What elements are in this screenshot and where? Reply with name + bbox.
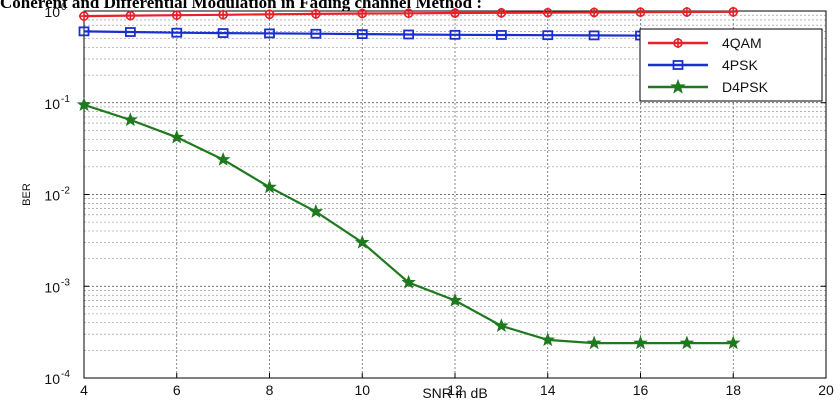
- legend-item-4qam: 4QAM: [648, 35, 762, 51]
- y-tick-label: 10: [44, 96, 60, 112]
- y-tick-exponent: 0: [61, 2, 67, 13]
- marker-4psk: [588, 30, 600, 41]
- x-tick-label: 18: [725, 382, 741, 398]
- marker-d4psk: [76, 97, 92, 111]
- marker-4qam-cross: [403, 8, 414, 19]
- marker-4psk: [403, 29, 415, 40]
- y-tick-exponent: -4: [61, 369, 70, 380]
- marker-d4psk: [725, 335, 741, 350]
- x-tick-label: 16: [633, 382, 649, 398]
- x-tick-label: 14: [540, 382, 556, 398]
- marker-d4psk: [262, 179, 277, 194]
- y-axis-label: BER: [21, 183, 33, 206]
- marker-4psk: [171, 27, 183, 38]
- marker-d4psk: [540, 332, 556, 347]
- y-tick-label: 10: [44, 279, 60, 295]
- marker-d4psk: [679, 335, 695, 350]
- legend-item-d4psk: D4PSK: [648, 78, 769, 95]
- series-layer: [76, 6, 741, 350]
- marker-4qam-cross: [673, 38, 683, 48]
- marker-d4psk: [123, 112, 138, 127]
- marker-d4psk: [494, 318, 509, 333]
- marker-4qam-cross: [310, 8, 321, 19]
- marker-4psk: [78, 26, 90, 37]
- marker-4qam-cross: [79, 11, 89, 22]
- marker-4qam-cross: [450, 8, 460, 19]
- marker-4psk: [542, 30, 554, 41]
- y-tick-label: 10: [44, 4, 60, 20]
- marker-d4psk: [670, 78, 686, 94]
- marker-d4psk: [401, 274, 416, 289]
- marker-4psk: [264, 28, 275, 39]
- marker-4psk: [310, 28, 322, 39]
- x-axis-label: SNR in dB: [422, 385, 487, 401]
- marker-4qam-cross: [728, 6, 739, 17]
- marker-4qam-cross: [171, 10, 182, 21]
- marker-4psk: [449, 29, 461, 40]
- marker-4qam-cross: [589, 7, 600, 18]
- marker-4qam-cross: [125, 10, 136, 21]
- marker-4qam-cross: [496, 7, 507, 18]
- y-tick-label: 10: [44, 371, 60, 387]
- legend: 4QAM 4PSK D4PSK: [639, 28, 823, 102]
- legend-item-4psk: 4PSK: [648, 57, 758, 73]
- marker-4psk: [495, 30, 507, 40]
- marker-4psk: [217, 28, 229, 38]
- marker-d4psk: [215, 151, 231, 166]
- marker-d4psk: [586, 335, 602, 350]
- series-4qam: [79, 6, 739, 22]
- marker-4qam-cross: [681, 7, 692, 18]
- series-d4psk: [76, 97, 741, 350]
- y-tick-exponent: -3: [61, 277, 70, 288]
- marker-4qam-cross: [218, 9, 229, 20]
- marker-4qam-cross: [264, 9, 275, 20]
- marker-d4psk: [169, 129, 185, 144]
- y-tick-exponent: -1: [61, 94, 70, 105]
- legend-label: D4PSK: [722, 79, 769, 95]
- marker-d4psk: [447, 292, 463, 307]
- y-tick-exponent: -2: [61, 186, 70, 197]
- x-tick-label: 12: [447, 382, 463, 398]
- series-line: [83, 30, 734, 37]
- x-tick-label: 8: [266, 382, 274, 398]
- marker-4psk: [124, 27, 136, 37]
- marker-4qam-cross: [542, 7, 553, 18]
- marker-d4psk: [633, 335, 648, 350]
- marker-d4psk: [354, 234, 370, 249]
- x-tick-label: 4: [80, 382, 88, 398]
- x-tick-label: 6: [173, 382, 181, 398]
- legend-label: 4QAM: [722, 35, 762, 51]
- marker-4qam-cross: [357, 8, 368, 19]
- marker-d4psk: [308, 204, 324, 218]
- x-tick-label: 20: [818, 382, 834, 398]
- marker-4psk: [672, 60, 684, 70]
- legend-label: 4PSK: [722, 57, 758, 73]
- marker-4psk: [356, 29, 368, 40]
- x-tick-label: 10: [354, 382, 370, 398]
- marker-4qam-cross: [635, 7, 646, 18]
- y-tick-label: 10: [44, 188, 60, 204]
